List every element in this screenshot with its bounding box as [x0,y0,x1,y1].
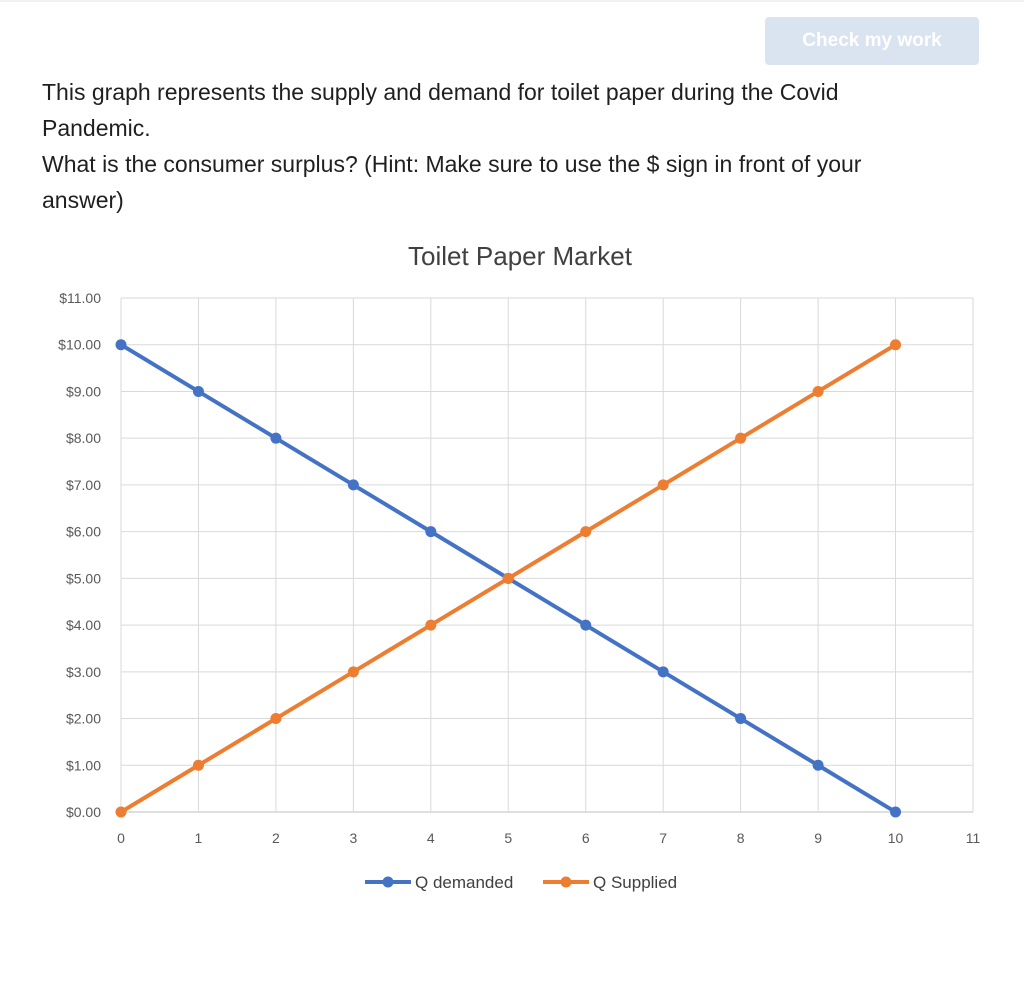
question-line-2: What is the consumer surplus? (Hint: Mak… [42,151,862,213]
data-point [115,806,127,818]
x-tick-label: 6 [582,830,590,846]
x-tick-label: 7 [659,830,667,846]
x-tick-label: 1 [195,830,203,846]
data-point [192,759,204,771]
data-point [735,713,747,725]
data-point [812,759,824,771]
data-point [270,432,282,444]
data-point [890,339,902,351]
x-tick-label: 4 [427,830,435,846]
check-my-work-button[interactable]: Check my work [765,17,979,65]
y-axis-ticks: $0.00 $1.00 $2.00 $3.00 $4.00 $5.00 $6.00 $7.00… [58,290,101,820]
data-point [425,619,437,631]
y-tick-label: $3.00 [66,664,101,680]
data-point [890,806,902,818]
x-tick-label: 8 [737,830,745,846]
x-tick-label: 10 [888,830,904,846]
x-axis-ticks: 0 1 2 3 4 5 6 7 8 9 10 11 [117,830,980,846]
legend-swatch-marker [382,876,394,888]
data-point [580,619,592,631]
y-tick-label: $10.00 [58,337,101,353]
y-tick-label: $0.00 [66,804,101,820]
y-tick-label: $11.00 [59,290,101,306]
y-tick-label: $7.00 [66,477,101,493]
y-tick-label: $8.00 [66,430,101,446]
x-tick-label: 11 [966,830,981,846]
chart-title: Toilet Paper Market [408,241,633,271]
legend-label: Q demanded [415,873,513,892]
y-tick-label: $4.00 [66,617,101,633]
x-tick-label: 9 [814,830,822,846]
data-point [735,432,747,444]
data-point [347,479,359,491]
data-point [347,666,359,678]
data-point [115,339,127,351]
y-tick-label: $1.00 [66,757,101,773]
x-tick-label: 2 [272,830,280,846]
chart-legend: Q demanded Q Supplied [365,873,677,892]
legend-swatch-marker [560,876,572,888]
data-point [580,526,592,538]
x-tick-label: 3 [349,830,357,846]
y-tick-label: $6.00 [66,524,101,540]
data-point [657,479,669,491]
data-point [192,385,204,397]
y-tick-label: $9.00 [66,383,101,399]
legend-label: Q Supplied [593,873,677,892]
x-tick-label: 5 [504,830,512,846]
data-point [502,572,514,584]
data-point [812,385,824,397]
question-text: This graph represents the supply and dem… [42,74,942,218]
question-line-1: This graph represents the supply and dem… [42,79,839,141]
chart-series [115,339,902,818]
y-tick-label: $2.00 [66,711,101,727]
top-divider [0,0,1024,2]
chart-grid [120,297,974,813]
data-point [270,713,282,725]
x-tick-label: 0 [117,830,125,846]
y-tick-label: $5.00 [66,570,101,586]
data-point [425,526,437,538]
data-point [657,666,669,678]
toilet-paper-market-chart: Toilet Paper Market $0.00 $1.00 $2.00 $3.00… [58,241,980,892]
